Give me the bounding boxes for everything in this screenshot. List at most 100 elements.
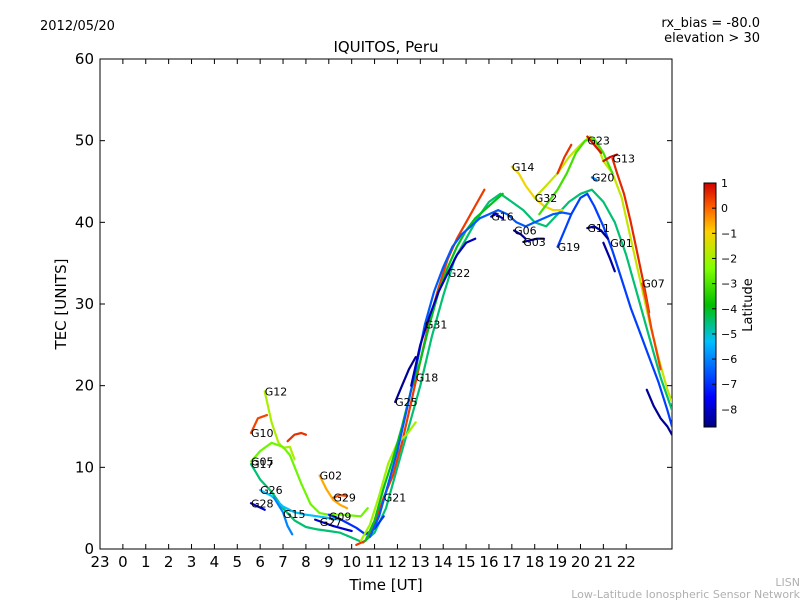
x-tick-label: 11 bbox=[365, 553, 384, 571]
colorbar-tick-label: −6 bbox=[721, 353, 737, 366]
series-label-g13: G13 bbox=[613, 153, 636, 166]
series-line-g15 bbox=[272, 496, 294, 536]
series-line-g01 bbox=[602, 241, 616, 273]
series-label-g32: G32 bbox=[535, 192, 558, 205]
x-tick-label: 4 bbox=[210, 553, 220, 571]
series-label-g11: G11 bbox=[587, 222, 610, 235]
series-line-g25 bbox=[394, 356, 417, 404]
series-label-g05: G05 bbox=[251, 456, 274, 469]
y-tick-label: 50 bbox=[75, 132, 94, 150]
x-tick-label: 14 bbox=[434, 553, 453, 571]
series-label-g18: G18 bbox=[416, 372, 439, 385]
series-line-g22 bbox=[410, 237, 477, 387]
x-tick-label: 6 bbox=[255, 553, 265, 571]
date-label: 2012/05/20 bbox=[40, 19, 115, 34]
series-label-g15: G15 bbox=[283, 508, 306, 521]
series-line-g07 bbox=[641, 282, 662, 371]
series-label-g17: G17 bbox=[251, 458, 274, 471]
series-label-g19: G19 bbox=[558, 241, 581, 254]
series-label-g27: G27 bbox=[320, 516, 343, 529]
series-label-g03: G03 bbox=[523, 236, 546, 249]
series-label-g20: G20 bbox=[592, 171, 615, 184]
series-line-g23b bbox=[586, 135, 603, 154]
footer-network: Low-Latitude Ionospheric Sensor Network bbox=[571, 588, 800, 600]
series-label-g28: G28 bbox=[251, 497, 274, 510]
x-tick-label: 22 bbox=[617, 553, 636, 571]
x-tick-label: 15 bbox=[457, 553, 476, 571]
x-tick-label: 10 bbox=[342, 553, 361, 571]
series-label-g22: G22 bbox=[448, 267, 471, 280]
elevation-label: elevation > 30 bbox=[664, 31, 760, 46]
series-label-g26: G26 bbox=[260, 484, 283, 497]
series-label-g25: G25 bbox=[395, 396, 418, 409]
series-layer bbox=[249, 135, 672, 546]
series-label-g31: G31 bbox=[425, 318, 448, 331]
y-axis-label: TEC [UNITS] bbox=[52, 259, 70, 351]
rx-bias-label: rx_bias = -80.0 bbox=[661, 16, 760, 31]
colorbar-tick-label: −8 bbox=[721, 403, 737, 416]
series-label-g02: G02 bbox=[320, 470, 343, 483]
x-axis-label: Time [UT] bbox=[348, 576, 422, 594]
series-line-g29 bbox=[332, 494, 349, 499]
series-label-g07: G07 bbox=[642, 278, 665, 291]
x-tick-label: 12 bbox=[388, 553, 407, 571]
series-line-g16 bbox=[490, 213, 504, 220]
series-line-g20 bbox=[590, 176, 598, 181]
x-tick-label: 7 bbox=[278, 553, 288, 571]
y-tick-label: 40 bbox=[75, 213, 94, 231]
x-tick-label: 16 bbox=[479, 553, 498, 571]
series-line-g18 bbox=[364, 192, 504, 542]
series-line-g10 bbox=[249, 414, 269, 435]
x-tick-label: 3 bbox=[187, 553, 197, 571]
colorbar-tick-label: −2 bbox=[721, 252, 737, 265]
x-tick-label: 21 bbox=[594, 553, 613, 571]
colorbar-tick-label: −5 bbox=[721, 328, 737, 341]
series-label-g06: G06 bbox=[514, 225, 537, 238]
series-label-g12: G12 bbox=[265, 385, 288, 398]
series-line-g19 bbox=[556, 192, 672, 428]
colorbar-tick-label: −1 bbox=[721, 227, 737, 240]
series-line-g03 bbox=[522, 237, 545, 243]
y-tick-label: 10 bbox=[75, 458, 94, 476]
y-tick-label: 60 bbox=[75, 50, 94, 68]
series-line-g06 bbox=[513, 229, 527, 240]
colorbar-tick-label: 0 bbox=[721, 202, 728, 215]
series-line-g13b bbox=[602, 153, 619, 163]
footer-brand: LISN bbox=[775, 576, 800, 589]
series-label-g16: G16 bbox=[491, 211, 514, 224]
series-label-g10: G10 bbox=[251, 427, 274, 440]
series-line-g31 bbox=[368, 209, 573, 538]
x-tick-label: 18 bbox=[525, 553, 544, 571]
x-tick-label: 0 bbox=[118, 553, 128, 571]
series-label-g14: G14 bbox=[512, 161, 535, 174]
series-line-g25b bbox=[359, 421, 417, 542]
series-line-g12b bbox=[286, 431, 307, 443]
series-label-g29: G29 bbox=[333, 492, 356, 505]
series-label-g09: G09 bbox=[329, 510, 352, 523]
series-label-g01: G01 bbox=[610, 237, 633, 250]
x-tick-label: 19 bbox=[548, 553, 567, 571]
x-tick-label: 8 bbox=[301, 553, 311, 571]
colorbar bbox=[703, 182, 717, 428]
colorbar-tick-label: −7 bbox=[721, 378, 737, 391]
colorbar-tick-label: −3 bbox=[721, 278, 737, 291]
x-tick-label: 23 bbox=[90, 553, 109, 571]
x-tick-label: 20 bbox=[571, 553, 590, 571]
colorbar-tick-label: 1 bbox=[721, 177, 728, 190]
series-line-g02 bbox=[318, 474, 349, 510]
series-line-g32b bbox=[538, 137, 614, 216]
x-tick-label: 5 bbox=[233, 553, 243, 571]
y-tick-label: 20 bbox=[75, 377, 94, 395]
y-axis-ticks: 0 10 20 30 40 50 60 bbox=[75, 50, 672, 558]
x-tick-label: 13 bbox=[411, 553, 430, 571]
series-label-g21: G21 bbox=[384, 492, 407, 505]
series-line-g07b bbox=[645, 388, 672, 436]
series-line-g23 bbox=[556, 143, 573, 175]
chart-title: IQUITOS, Peru bbox=[333, 38, 438, 56]
series-line-g28 bbox=[249, 502, 266, 511]
x-tick-label: 17 bbox=[502, 553, 521, 571]
y-tick-label: 30 bbox=[75, 295, 94, 313]
series-line-g27 bbox=[314, 518, 353, 533]
